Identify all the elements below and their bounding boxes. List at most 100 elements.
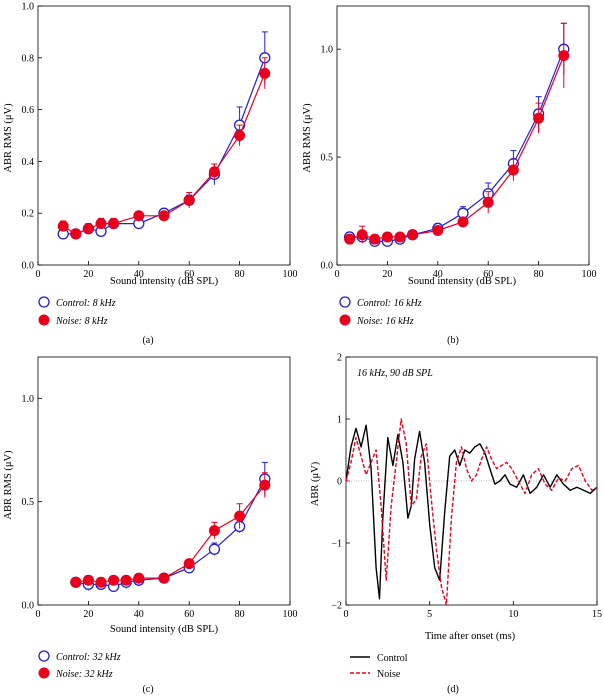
panel-b-legend: Control: 16 kHz Noise: 16 kHz xyxy=(339,296,422,327)
panel-b-label: (b) xyxy=(447,335,459,346)
panel-d: 0 5 10 15 −2 −1 0 1 2 ABR (μV) Time after onset … xyxy=(310,353,602,696)
x-tick-label: 40 xyxy=(433,269,443,280)
x-tick-label: 60 xyxy=(184,269,194,280)
series-noise-point xyxy=(120,574,132,586)
series-noise-point xyxy=(234,510,246,522)
panel-d-plot: 0 5 10 15 −2 −1 0 1 2 xyxy=(331,353,602,621)
y-tick-label: 0.6 xyxy=(22,105,35,116)
series-noise-point xyxy=(208,166,220,178)
series-control-point xyxy=(208,543,221,555)
y-tick-label: −2 xyxy=(331,601,342,612)
series-noise-point xyxy=(407,229,419,241)
panel-b-plot: 0 20 40 60 80 100 0.0 0.5 1.0 xyxy=(321,5,597,280)
x-tick-label: 0 xyxy=(344,609,349,620)
panel-b-xlabel: Sound intensity (dB SPL) xyxy=(408,276,517,287)
legend-noise-label: Noise: 8 kHz xyxy=(55,316,108,327)
y-tick-label: 2 xyxy=(337,353,342,364)
x-tick-label: 80 xyxy=(235,609,245,620)
series-noise-point xyxy=(158,210,170,222)
legend-noise-label: Noise: 32 kHz xyxy=(55,669,113,680)
series-noise-line xyxy=(75,484,266,583)
panel-a-plot: 0 20 40 60 80 100 0.0 0.2 0.4 0.6 0.8 1.0 xyxy=(22,2,298,281)
series-noise-point xyxy=(183,558,195,570)
legend-noise-marker xyxy=(38,667,50,679)
panel-a-legend: Control: 8 kHz Noise: 8 kHz xyxy=(38,296,116,327)
panel-d-legend: Control Noise xyxy=(350,653,408,680)
legend-control-marker xyxy=(38,296,50,308)
y-tick-label: 0.2 xyxy=(22,209,35,220)
panel-b-ylabel: ABR RMS (μV) xyxy=(302,103,313,173)
y-tick-label: 1.0 xyxy=(22,2,35,13)
legend-noise-label: Noise xyxy=(377,669,401,680)
series-noise-point xyxy=(70,228,82,240)
panel-a-label: (a) xyxy=(142,335,153,346)
legend-control-marker xyxy=(38,650,50,662)
plot-frame xyxy=(37,5,291,266)
series-noise-point xyxy=(234,130,246,141)
series-noise-point xyxy=(558,50,570,62)
panel-c-ylabel: ABR RMS (μV) xyxy=(3,450,14,520)
series-noise-point xyxy=(82,574,94,586)
panel-a-ylabel: ABR RMS (μV) xyxy=(3,103,14,173)
x-tick-label: 60 xyxy=(184,609,194,620)
y-tick-label: 1.0 xyxy=(22,394,35,405)
y-tick-label: 0.8 xyxy=(22,53,35,64)
y-tick-label: 1 xyxy=(337,415,342,426)
y-tick-label: 0.5 xyxy=(22,497,35,508)
legend-control-label: Control xyxy=(377,653,408,664)
x-tick-label: 15 xyxy=(592,609,602,620)
x-tick-label: 40 xyxy=(134,609,144,620)
series-control-line xyxy=(63,57,266,235)
y-tick-label: 0.0 xyxy=(22,261,35,272)
series-noise-point xyxy=(259,67,271,79)
series-noise-point xyxy=(158,572,170,584)
panel-a: 0 20 40 60 80 100 0.0 0.2 0.4 0.6 0.8 1.0 ABR RMS (… xyxy=(3,2,298,347)
series-noise-point xyxy=(95,576,107,588)
series-noise-point xyxy=(70,576,82,588)
panel-a-xlabel: Sound intensity (dB SPL) xyxy=(110,276,219,287)
legend-control-marker xyxy=(339,296,351,308)
legend-control-label: Control: 16 kHz xyxy=(357,298,422,309)
x-tick-label: 5 xyxy=(427,609,432,620)
y-tick-label: −1 xyxy=(331,539,342,550)
x-tick-label: 100 xyxy=(283,269,298,280)
series-noise-point xyxy=(356,229,368,241)
series-noise-point xyxy=(108,218,120,230)
y-tick-label: 0.0 xyxy=(321,261,334,272)
panel-c-xlabel: Sound intensity (dB SPL) xyxy=(110,624,219,635)
panel-d-label: (d) xyxy=(447,684,459,695)
series-noise-point xyxy=(82,223,94,235)
y-tick-label: 0.0 xyxy=(22,601,35,612)
plot-frame xyxy=(336,5,590,266)
series-control-line xyxy=(75,478,266,588)
series-noise-point xyxy=(259,479,271,491)
x-tick-label: 0 xyxy=(36,269,41,280)
legend-noise-marker xyxy=(38,314,50,326)
series-noise-point xyxy=(95,218,107,230)
panel-c: 0 20 40 60 80 100 0.0 0.5 1.0 ABR RMS (μV) Sound… xyxy=(3,356,298,695)
x-tick-label: 20 xyxy=(83,609,93,620)
panel-c-plot: 0 20 40 60 80 100 0.0 0.5 1.0 xyxy=(22,356,298,620)
series-noise-point xyxy=(507,164,519,176)
panel-d-ylabel: ABR (μV) xyxy=(310,461,321,506)
series-noise-point xyxy=(482,196,494,208)
x-tick-label: 10 xyxy=(508,609,518,620)
series-noise-point xyxy=(533,112,545,124)
series-noise-point xyxy=(183,194,195,206)
x-tick-label: 100 xyxy=(582,269,597,280)
series-noise-line xyxy=(345,418,598,606)
y-tick-label: 0 xyxy=(337,477,342,488)
panel-b: 0 20 40 60 80 100 0.0 0.5 1.0 ABR RMS (μV) Sound… xyxy=(302,5,597,346)
series-noise-point xyxy=(432,224,444,236)
panel-d-annotation: 16 kHz, 90 dB SPL xyxy=(357,368,433,379)
legend-control-label: Control: 32 kHz xyxy=(56,652,121,663)
plot-frame xyxy=(37,356,291,606)
x-tick-label: 20 xyxy=(83,269,93,280)
x-tick-label: 80 xyxy=(534,269,544,280)
x-tick-label: 0 xyxy=(335,269,340,280)
series-noise-point xyxy=(344,233,356,245)
x-tick-label: 40 xyxy=(134,269,144,280)
series-noise-point xyxy=(369,233,381,245)
x-tick-label: 100 xyxy=(283,609,298,620)
series-noise-line xyxy=(349,55,565,240)
